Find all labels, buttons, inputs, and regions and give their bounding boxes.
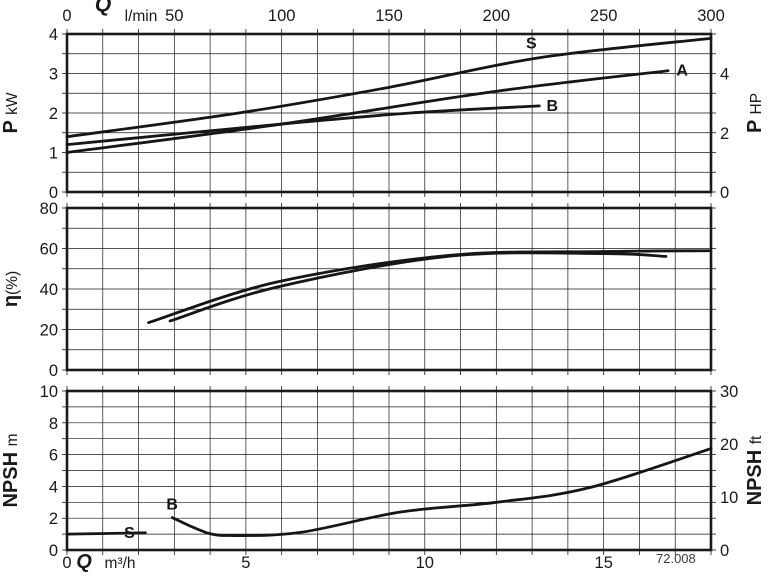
svg-text:30: 30 xyxy=(720,383,738,401)
svg-text:300: 300 xyxy=(697,7,725,25)
svg-text:NPSH m: NPSH m xyxy=(0,433,22,507)
svg-text:250: 250 xyxy=(590,7,618,25)
svg-text:20: 20 xyxy=(40,322,58,340)
svg-text:2: 2 xyxy=(720,125,729,143)
svg-text:150: 150 xyxy=(375,7,403,25)
svg-text:0: 0 xyxy=(720,542,729,560)
svg-text:B: B xyxy=(547,98,559,115)
svg-text:10: 10 xyxy=(40,383,58,401)
svg-text:P HP: P HP xyxy=(744,93,766,133)
svg-text:m³/h: m³/h xyxy=(105,555,136,572)
svg-text:10: 10 xyxy=(720,489,738,507)
svg-text:0: 0 xyxy=(720,184,729,202)
svg-text:40: 40 xyxy=(40,281,58,299)
svg-text:S: S xyxy=(124,525,135,542)
svg-text:0: 0 xyxy=(62,7,71,25)
svg-text:50: 50 xyxy=(165,7,183,25)
svg-text:2: 2 xyxy=(49,105,58,123)
svg-text:0: 0 xyxy=(49,362,58,380)
svg-text:20: 20 xyxy=(720,436,738,454)
svg-text:2: 2 xyxy=(49,510,58,528)
svg-text:10: 10 xyxy=(416,554,434,572)
svg-text:4: 4 xyxy=(49,478,58,496)
svg-text:S: S xyxy=(526,36,537,53)
svg-text:72.008: 72.008 xyxy=(656,551,696,566)
svg-text:NPSH ft: NPSH ft xyxy=(744,435,766,505)
svg-text:4: 4 xyxy=(720,66,729,84)
svg-text:Q: Q xyxy=(76,551,92,573)
svg-text:0: 0 xyxy=(49,542,58,560)
svg-text:6: 6 xyxy=(49,447,58,465)
svg-text:l/min: l/min xyxy=(125,8,158,25)
svg-text:8: 8 xyxy=(49,415,58,433)
svg-text:Q: Q xyxy=(95,0,111,16)
svg-text:5: 5 xyxy=(241,554,250,572)
svg-text:η(%): η(%) xyxy=(0,271,22,307)
svg-text:4: 4 xyxy=(49,26,58,44)
svg-text:1: 1 xyxy=(49,145,58,163)
svg-text:0: 0 xyxy=(62,554,71,572)
svg-text:60: 60 xyxy=(40,241,58,259)
svg-text:80: 80 xyxy=(40,200,58,218)
svg-text:200: 200 xyxy=(483,7,511,25)
svg-text:100: 100 xyxy=(268,7,296,25)
svg-text:B: B xyxy=(166,497,178,514)
svg-text:15: 15 xyxy=(595,554,613,572)
svg-text:3: 3 xyxy=(49,66,58,84)
svg-text:A: A xyxy=(676,63,688,80)
svg-text:P kW: P kW xyxy=(0,92,22,133)
